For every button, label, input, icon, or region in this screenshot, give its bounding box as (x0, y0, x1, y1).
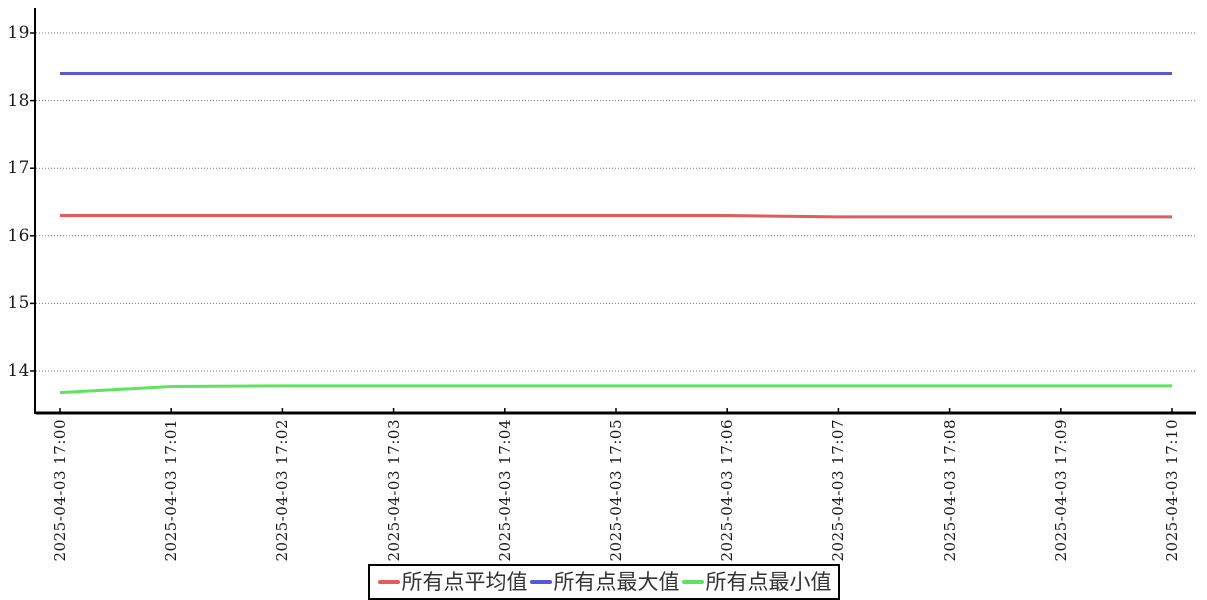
legend: 所有点平均值 所有点最大值 所有点最小值 (367, 564, 840, 600)
x-tick-label: 2025-04-03 17:04 (495, 419, 514, 562)
legend-entry: 所有点最小值 (680, 569, 832, 595)
x-tick-label: 2025-04-03 17:00 (51, 419, 69, 562)
legend-dash-icon (681, 580, 704, 584)
x-tick-label: 2025-04-03 17:05 (607, 419, 625, 562)
legend-dash-icon (377, 580, 400, 584)
x-tick-label: 2025-04-03 17:03 (384, 419, 403, 562)
legend-label: 所有点平均值 (401, 570, 528, 594)
series-line-0 (60, 214, 1172, 219)
legend-label: 所有点最大值 (553, 570, 680, 594)
x-tick-label: 2025-04-03 17:07 (829, 419, 848, 562)
legend-label: 所有点最小值 (705, 570, 832, 594)
y-tick-label: 14 (7, 361, 30, 381)
series-line-2 (59, 384, 1172, 395)
y-tick-label: 18 (7, 90, 30, 111)
x-tick-label: 2025-04-03 17:08 (940, 419, 959, 562)
y-tick-label: 19 (7, 23, 30, 43)
legend-entry: 所有点平均值 (376, 569, 528, 595)
y-tick-label: 15 (7, 293, 30, 314)
legend-dash-icon (529, 580, 552, 584)
x-tick-label: 2025-04-03 17:10 (1163, 419, 1181, 562)
x-tick-label: 2025-04-03 17:01 (162, 419, 181, 562)
x-tick-label: 2025-04-03 17:09 (1051, 419, 1070, 562)
y-tick-label: 17 (7, 158, 30, 179)
y-tick-label: 16 (7, 225, 30, 246)
legend-entry: 所有点最大值 (528, 569, 680, 595)
x-tick-label: 2025-04-03 17:06 (718, 419, 737, 562)
x-tick-label: 2025-04-03 17:02 (273, 419, 292, 562)
